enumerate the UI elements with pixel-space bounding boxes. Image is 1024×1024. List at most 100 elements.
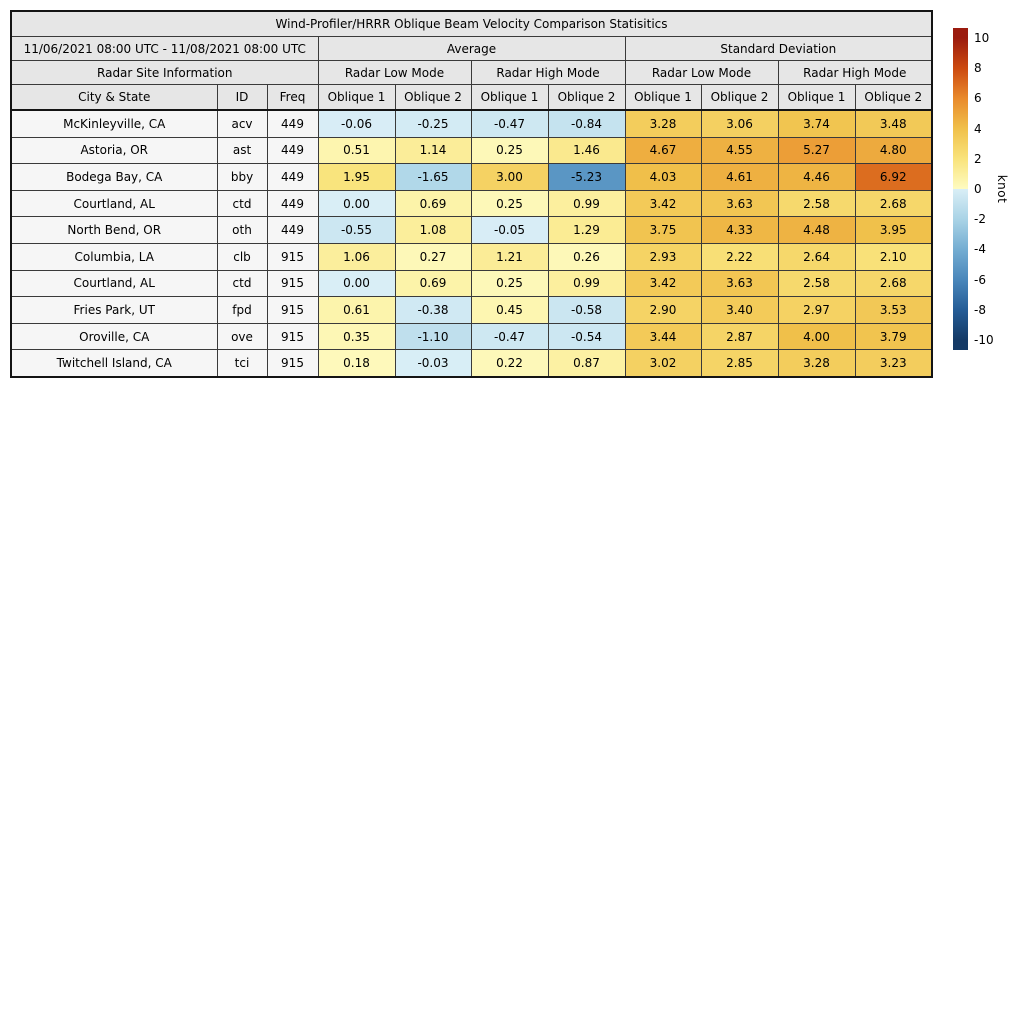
value-cell: 4.46 <box>777 163 856 191</box>
value-cell: 3.42 <box>624 189 702 218</box>
value-cell: 3.53 <box>854 296 933 324</box>
value-cell: 2.22 <box>700 242 779 271</box>
value-cell: 4.33 <box>700 216 779 244</box>
city-cell: Fries Park, UT <box>10 296 218 324</box>
value-cell: -1.65 <box>394 163 472 191</box>
table-row: Columbia, LA clb 915 1.06 0.27 1.21 0.26 2.93 2.… <box>10 242 933 271</box>
value-cell: -0.03 <box>394 349 472 378</box>
value-cell: 0.51 <box>317 136 396 165</box>
id-cell: tci <box>216 349 268 378</box>
value-cell: 0.69 <box>394 189 472 218</box>
value-cell: 3.02 <box>624 349 702 378</box>
id-cell: ctd <box>216 269 268 298</box>
freq-cell: 915 <box>266 296 319 324</box>
value-cell: 0.27 <box>394 242 472 271</box>
colorbar-tick-label: 4 <box>974 121 982 136</box>
value-cell: 1.29 <box>547 216 626 244</box>
title-row: Wind-Profiler/HRRR Oblique Beam Velocity… <box>10 10 933 37</box>
city-cell: Oroville, CA <box>10 322 218 351</box>
city-cell: Bodega Bay, CA <box>10 163 218 191</box>
value-cell: 6.92 <box>854 163 933 191</box>
value-cell: 4.67 <box>624 136 702 165</box>
oblique-1-header: Oblique 1 <box>317 84 396 111</box>
value-cell: 1.21 <box>470 242 549 271</box>
id-cell: acv <box>216 109 268 138</box>
city-state-header: City & State <box>10 84 218 111</box>
mode-header-row: Radar Site Information Radar Low Mode Ra… <box>10 60 933 85</box>
table-row: Twitchell Island, CA tci 915 0.18 -0.03 0.22 0… <box>10 349 933 378</box>
freq-cell: 915 <box>266 322 319 351</box>
value-cell: 3.74 <box>777 109 856 138</box>
table-row: Astoria, OR ast 449 0.51 1.14 0.25 1.46 4.67 4.5… <box>10 136 933 165</box>
oblique-1-header: Oblique 1 <box>777 84 856 111</box>
colorbar-tick-label: 0 <box>974 182 982 196</box>
value-cell: 2.64 <box>777 242 856 271</box>
table-row: North Bend, OR oth 449 -0.55 1.08 -0.05 1.29 3.… <box>10 216 933 244</box>
city-cell: Courtland, AL <box>10 269 218 298</box>
value-cell: 2.85 <box>700 349 779 378</box>
value-cell: 3.48 <box>854 109 933 138</box>
value-cell: 1.06 <box>317 242 396 271</box>
value-cell: 3.28 <box>624 109 702 138</box>
freq-header: Freq <box>266 84 319 111</box>
colorbar-tick-label: -8 <box>974 302 986 317</box>
freq-cell: 915 <box>266 242 319 271</box>
value-cell: 1.14 <box>394 136 472 165</box>
colorbar-tick-label: 6 <box>974 91 982 106</box>
value-cell: 4.48 <box>777 216 856 244</box>
city-cell: Twitchell Island, CA <box>10 349 218 378</box>
value-cell: -0.47 <box>470 109 549 138</box>
value-cell: 3.44 <box>624 322 702 351</box>
colorbar-tick-label: -10 <box>974 333 994 347</box>
value-cell: 0.00 <box>317 269 396 298</box>
value-cell: 3.63 <box>700 189 779 218</box>
colorbar-tick-label: 10 <box>974 31 990 45</box>
value-cell: 0.22 <box>470 349 549 378</box>
id-cell: ast <box>216 136 268 165</box>
id-cell: ove <box>216 322 268 351</box>
colorbar-tick-label: 8 <box>974 61 982 76</box>
value-cell: 1.08 <box>394 216 472 244</box>
avg-high-mode-header: Radar High Mode <box>470 60 626 85</box>
value-cell: 0.00 <box>317 189 396 218</box>
group-header-row: 11/06/2021 08:00 UTC - 11/08/2021 08:00 … <box>10 36 933 61</box>
radar-site-info-header: Radar Site Information <box>10 60 319 85</box>
colorbar: 10 8 6 4 2 0 -2 -4 -6 -8 -10 knot <box>953 28 1023 350</box>
id-header: ID <box>216 84 268 111</box>
value-cell: 4.61 <box>700 163 779 191</box>
value-cell: 4.03 <box>624 163 702 191</box>
value-cell: 0.69 <box>394 269 472 298</box>
value-cell: 0.61 <box>317 296 396 324</box>
value-cell: 0.25 <box>470 189 549 218</box>
value-cell: 2.10 <box>854 242 933 271</box>
colorbar-tick-label: -4 <box>974 242 986 257</box>
colorbar-tick-label: 2 <box>974 151 982 166</box>
value-cell: 1.46 <box>547 136 626 165</box>
city-cell: Astoria, OR <box>10 136 218 165</box>
value-cell: 2.97 <box>777 296 856 324</box>
value-cell: -1.10 <box>394 322 472 351</box>
value-cell: -0.58 <box>547 296 626 324</box>
freq-cell: 915 <box>266 349 319 378</box>
value-cell: 3.40 <box>700 296 779 324</box>
city-cell: McKinleyville, CA <box>10 109 218 138</box>
freq-cell: 449 <box>266 189 319 218</box>
value-cell: -0.25 <box>394 109 472 138</box>
std-deviation-header: Standard Deviation <box>624 36 933 61</box>
value-cell: 3.28 <box>777 349 856 378</box>
colorbar-tick-label: -6 <box>974 272 986 287</box>
value-cell: 0.99 <box>547 269 626 298</box>
value-cell: 0.26 <box>547 242 626 271</box>
oblique-2-header: Oblique 2 <box>854 84 933 111</box>
std-low-mode-header: Radar Low Mode <box>624 60 779 85</box>
city-cell: Courtland, AL <box>10 189 218 218</box>
value-cell: 2.68 <box>854 189 933 218</box>
value-cell: -0.05 <box>470 216 549 244</box>
freq-cell: 449 <box>266 109 319 138</box>
avg-low-mode-header: Radar Low Mode <box>317 60 472 85</box>
id-cell: clb <box>216 242 268 271</box>
table-title: Wind-Profiler/HRRR Oblique Beam Velocity… <box>10 10 933 37</box>
oblique-2-header: Oblique 2 <box>700 84 779 111</box>
id-cell: fpd <box>216 296 268 324</box>
value-cell: 2.87 <box>700 322 779 351</box>
